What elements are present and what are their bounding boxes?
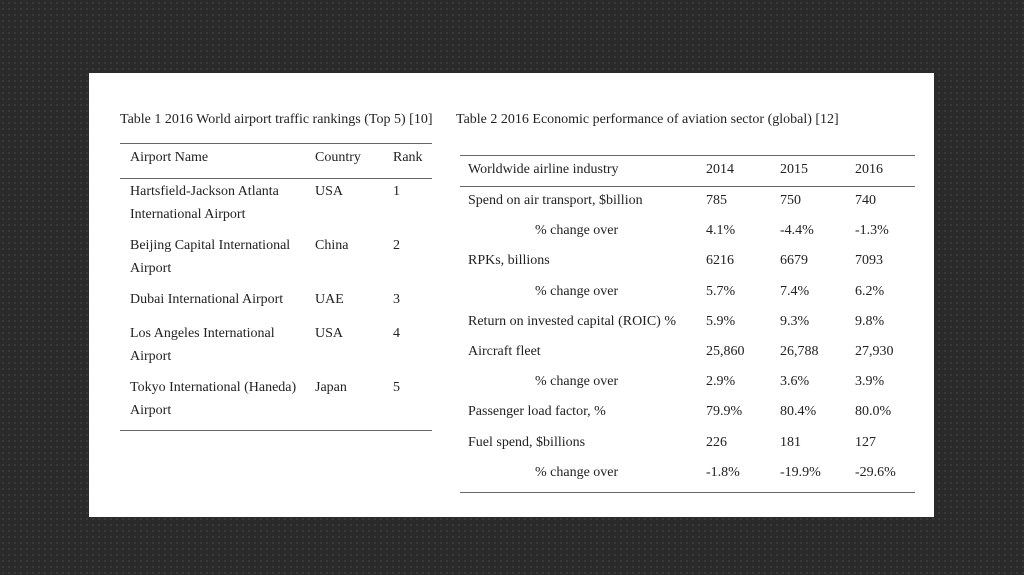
table-caption: Table 2 2016 Economic performance of avi… bbox=[456, 112, 839, 127]
cell: 7.4% bbox=[780, 283, 810, 299]
cell: -1.8% bbox=[706, 464, 740, 480]
cell: 9.8% bbox=[855, 313, 885, 329]
table-rule bbox=[120, 178, 432, 179]
cell: 785 bbox=[706, 193, 727, 208]
column-header: Airport Name bbox=[130, 150, 209, 165]
row-label: Fuel spend, $billions bbox=[468, 434, 586, 450]
row-label: % change over bbox=[535, 283, 619, 299]
airport-name: Dubai International Airport bbox=[130, 292, 284, 307]
airport-name: Beijing Capital International Airport bbox=[130, 238, 291, 276]
table-rule bbox=[120, 143, 432, 144]
cell: 226 bbox=[706, 434, 727, 450]
cell: 25,860 bbox=[706, 344, 745, 359]
cell: 127 bbox=[855, 434, 876, 450]
cell: 5.9% bbox=[706, 313, 736, 329]
table-caption: Table 1 2016 World airport traffic ranki… bbox=[120, 112, 433, 127]
cell: Japan bbox=[315, 380, 347, 395]
cell: 79.9% bbox=[706, 404, 743, 420]
column-header: 2016 bbox=[855, 162, 883, 177]
airport-name: Tokyo International (Haneda) Airport bbox=[130, 380, 297, 418]
cell: 5.7% bbox=[706, 283, 736, 299]
cell: -19.9% bbox=[780, 464, 821, 480]
table-rule bbox=[460, 186, 915, 187]
row-label: % change over bbox=[535, 223, 619, 239]
cell: 9.3% bbox=[780, 313, 810, 329]
column-header: 2015 bbox=[780, 162, 808, 177]
cell: 2.9% bbox=[706, 374, 736, 390]
cell: -29.6% bbox=[855, 464, 896, 480]
cell: 6.2% bbox=[855, 283, 885, 299]
cell: 27,930 bbox=[855, 344, 894, 359]
cell: 5 bbox=[393, 380, 400, 395]
row-label: RPKs, billions bbox=[468, 253, 550, 269]
cell: 181 bbox=[780, 434, 801, 450]
column-header: Country bbox=[315, 150, 361, 165]
cell: 80.0% bbox=[855, 404, 892, 420]
cell: 1 bbox=[393, 184, 400, 199]
cell: -1.3% bbox=[855, 223, 889, 239]
table-rule bbox=[460, 492, 915, 493]
cell: 4 bbox=[393, 326, 400, 341]
cell: 6216 bbox=[706, 253, 734, 269]
cell: 4.1% bbox=[706, 223, 736, 239]
cell: 750 bbox=[780, 193, 801, 208]
cell: 3.6% bbox=[780, 374, 810, 390]
cell: 7093 bbox=[855, 253, 883, 269]
cell: UAE bbox=[315, 292, 344, 307]
cell: China bbox=[315, 238, 349, 253]
cell: USA bbox=[315, 184, 344, 199]
cell: 2 bbox=[393, 238, 400, 253]
row-label: Return on invested capital (ROIC) % bbox=[468, 313, 677, 329]
panel bbox=[89, 73, 934, 517]
row-label: Aircraft fleet bbox=[468, 344, 541, 359]
cell: -4.4% bbox=[780, 223, 814, 239]
cell: 6679 bbox=[780, 253, 808, 269]
table-rule bbox=[120, 430, 432, 431]
column-header: Worldwide airline industry bbox=[468, 162, 619, 177]
cell: 3 bbox=[393, 292, 400, 307]
row-label: % change over bbox=[535, 464, 619, 480]
column-header: 2014 bbox=[706, 162, 734, 177]
row-label: % change over bbox=[535, 374, 619, 390]
row-label: Passenger load factor, % bbox=[468, 404, 606, 420]
cell: 26,788 bbox=[780, 344, 819, 359]
row-label: Spend on air transport, $billion bbox=[468, 193, 643, 208]
cell: 3.9% bbox=[855, 374, 885, 390]
table-rule bbox=[460, 155, 915, 156]
airport-name: Hartsfield-Jackson Atlanta International… bbox=[130, 184, 279, 222]
cell: 740 bbox=[855, 193, 876, 208]
column-header: Rank bbox=[393, 150, 423, 165]
cell: 80.4% bbox=[780, 404, 817, 420]
airport-name: Los Angeles International Airport bbox=[130, 326, 275, 364]
cell: USA bbox=[315, 326, 344, 341]
